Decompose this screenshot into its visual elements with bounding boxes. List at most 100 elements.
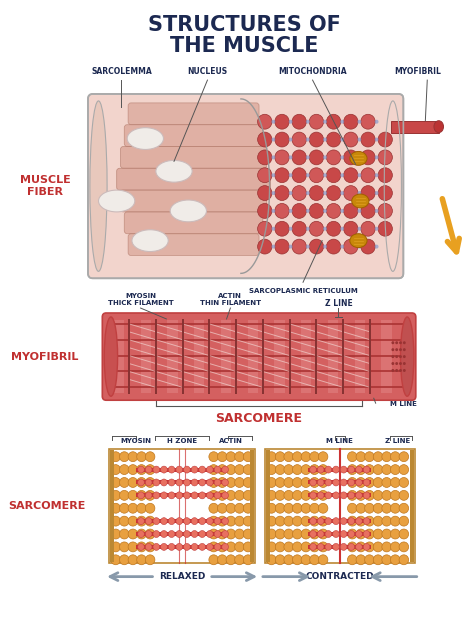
Circle shape xyxy=(214,466,221,473)
Circle shape xyxy=(318,492,324,499)
Circle shape xyxy=(344,168,358,182)
Circle shape xyxy=(365,478,374,488)
Circle shape xyxy=(374,173,379,178)
Circle shape xyxy=(378,204,392,218)
Circle shape xyxy=(146,491,155,501)
Circle shape xyxy=(309,239,324,254)
Bar xyxy=(209,319,210,394)
Circle shape xyxy=(319,503,328,513)
Circle shape xyxy=(356,531,362,538)
Circle shape xyxy=(161,466,167,473)
Circle shape xyxy=(347,478,357,488)
Circle shape xyxy=(137,503,146,513)
Circle shape xyxy=(340,138,344,141)
Circle shape xyxy=(272,191,275,195)
Circle shape xyxy=(399,369,402,372)
Circle shape xyxy=(289,120,292,124)
Circle shape xyxy=(310,464,319,474)
Circle shape xyxy=(226,516,236,526)
Circle shape xyxy=(399,355,402,358)
Circle shape xyxy=(344,150,358,165)
Circle shape xyxy=(357,173,361,178)
Circle shape xyxy=(209,478,219,488)
Circle shape xyxy=(111,452,120,462)
Circle shape xyxy=(146,478,155,488)
Circle shape xyxy=(340,479,347,486)
Circle shape xyxy=(275,464,285,474)
Circle shape xyxy=(153,466,160,473)
Text: M LINE: M LINE xyxy=(327,438,353,444)
Circle shape xyxy=(275,132,289,147)
Circle shape xyxy=(391,529,400,539)
Circle shape xyxy=(292,452,302,462)
Circle shape xyxy=(344,114,358,129)
Circle shape xyxy=(361,150,375,165)
Circle shape xyxy=(310,529,319,539)
Circle shape xyxy=(267,542,276,552)
Circle shape xyxy=(137,531,145,538)
Circle shape xyxy=(325,492,332,499)
Bar xyxy=(136,493,228,498)
Circle shape xyxy=(272,244,275,249)
Circle shape xyxy=(325,531,332,538)
Circle shape xyxy=(301,503,310,513)
Circle shape xyxy=(340,227,344,231)
Text: ACTIN: ACTIN xyxy=(219,438,243,444)
Circle shape xyxy=(243,478,253,488)
Circle shape xyxy=(168,518,175,524)
Circle shape xyxy=(267,452,276,462)
Circle shape xyxy=(128,503,137,513)
Circle shape xyxy=(226,478,236,488)
Circle shape xyxy=(214,518,221,524)
Circle shape xyxy=(325,543,332,551)
FancyBboxPatch shape xyxy=(88,94,403,278)
Bar xyxy=(155,319,157,394)
Circle shape xyxy=(292,491,302,501)
Circle shape xyxy=(399,542,409,552)
Circle shape xyxy=(176,479,182,486)
Circle shape xyxy=(310,531,317,538)
Circle shape xyxy=(323,244,327,249)
Circle shape xyxy=(306,209,310,213)
Circle shape xyxy=(209,529,219,539)
Circle shape xyxy=(272,227,275,231)
Circle shape xyxy=(207,479,213,486)
Circle shape xyxy=(374,191,379,195)
Circle shape xyxy=(340,244,344,249)
Circle shape xyxy=(292,529,302,539)
Circle shape xyxy=(292,221,306,236)
Circle shape xyxy=(267,529,276,539)
Circle shape xyxy=(275,221,289,236)
Circle shape xyxy=(207,492,213,499)
Circle shape xyxy=(128,491,137,501)
Circle shape xyxy=(292,555,302,565)
Circle shape xyxy=(382,542,392,552)
Circle shape xyxy=(235,529,244,539)
Circle shape xyxy=(222,479,228,486)
Circle shape xyxy=(327,221,341,236)
Circle shape xyxy=(207,543,213,551)
Circle shape xyxy=(292,150,306,165)
Circle shape xyxy=(128,464,137,474)
Circle shape xyxy=(309,114,324,129)
Circle shape xyxy=(356,518,362,524)
Bar xyxy=(308,493,371,498)
Circle shape xyxy=(333,518,339,524)
Circle shape xyxy=(111,555,120,565)
Circle shape xyxy=(310,543,317,551)
Circle shape xyxy=(292,478,302,488)
Text: THE MUSCLE: THE MUSCLE xyxy=(171,36,319,56)
Circle shape xyxy=(365,452,374,462)
Text: MYOFIBRIL: MYOFIBRIL xyxy=(11,352,79,362)
Circle shape xyxy=(137,529,146,539)
Bar xyxy=(221,320,231,393)
Circle shape xyxy=(357,120,361,124)
Circle shape xyxy=(183,466,190,473)
Circle shape xyxy=(258,204,272,218)
Circle shape xyxy=(168,466,175,473)
Circle shape xyxy=(111,542,120,552)
Circle shape xyxy=(348,492,355,499)
Circle shape xyxy=(199,543,206,551)
Circle shape xyxy=(399,503,409,513)
Ellipse shape xyxy=(127,127,164,149)
